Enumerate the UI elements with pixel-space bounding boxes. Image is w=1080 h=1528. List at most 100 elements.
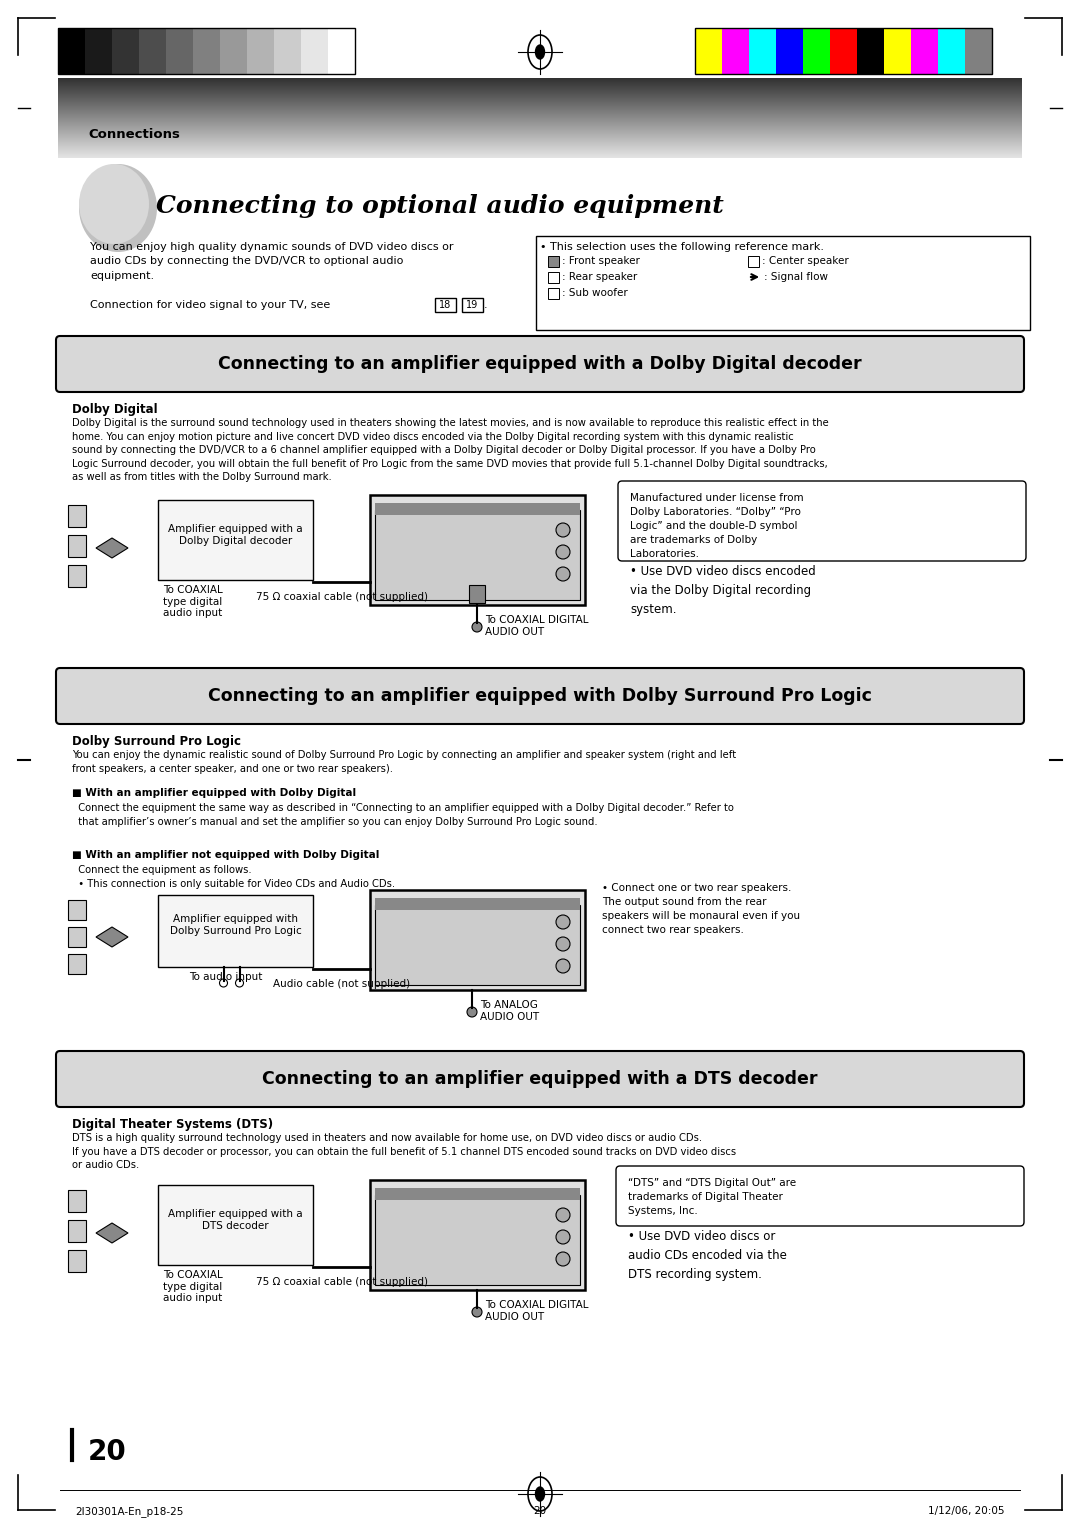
Bar <box>375 1187 580 1199</box>
Text: Connecting to optional audio equipment: Connecting to optional audio equipment <box>156 194 724 219</box>
Text: Connections: Connections <box>87 128 180 142</box>
Text: Amplifier equipped with a
DTS decoder: Amplifier equipped with a DTS decoder <box>168 1209 302 1230</box>
Text: .: . <box>484 299 488 310</box>
Bar <box>696 28 723 73</box>
Bar <box>139 28 166 73</box>
Text: You can enjoy high quality dynamic sounds of DVD video discs or
audio CDs by con: You can enjoy high quality dynamic sound… <box>90 241 454 281</box>
Bar <box>328 28 355 73</box>
Text: Amplifier equipped with
Dolby Surround Pro Logic: Amplifier equipped with Dolby Surround P… <box>170 914 301 935</box>
Text: 20: 20 <box>87 1438 126 1465</box>
Text: DTS is a high quality surround technology used in theaters and now available for: DTS is a high quality surround technolog… <box>72 1132 737 1170</box>
Circle shape <box>472 622 482 633</box>
Circle shape <box>556 1251 570 1267</box>
Bar <box>966 28 993 73</box>
Text: • Connect one or two rear speakers.
The output sound from the rear
speakers will: • Connect one or two rear speakers. The … <box>602 883 800 935</box>
Text: Connection for video signal to your TV, see: Connection for video signal to your TV, … <box>90 299 334 310</box>
Circle shape <box>556 960 570 973</box>
Text: 2I30301A-En_p18-25: 2I30301A-En_p18-25 <box>75 1507 184 1517</box>
Ellipse shape <box>536 1487 544 1500</box>
Text: Connect the equipment as follows.
  • This connection is only suitable for Video: Connect the equipment as follows. • This… <box>72 865 395 889</box>
Bar <box>370 1180 585 1290</box>
Bar <box>68 1219 86 1242</box>
Circle shape <box>556 1209 570 1222</box>
Circle shape <box>235 979 243 987</box>
Bar <box>158 1186 313 1265</box>
Bar <box>68 565 86 587</box>
Text: 20: 20 <box>534 1507 546 1516</box>
Circle shape <box>472 1306 482 1317</box>
Bar <box>58 28 85 73</box>
Text: To COAXIAL
type digital
audio input: To COAXIAL type digital audio input <box>163 585 222 619</box>
Text: 18: 18 <box>438 299 451 310</box>
Text: : Sub woofer: : Sub woofer <box>562 287 627 298</box>
Bar <box>375 905 580 986</box>
Text: • Use DVD video discs encoded
via the Dolby Digital recording
system.: • Use DVD video discs encoded via the Do… <box>630 565 815 616</box>
Bar <box>370 495 585 605</box>
Ellipse shape <box>79 163 149 244</box>
FancyBboxPatch shape <box>56 668 1024 724</box>
Text: “DTS” and “DTS Digital Out” are
trademarks of Digital Theater
Systems, Inc.: “DTS” and “DTS Digital Out” are trademar… <box>627 1178 796 1216</box>
Text: • Use DVD video discs or
audio CDs encoded via the
DTS recording system.: • Use DVD video discs or audio CDs encod… <box>627 1230 787 1280</box>
FancyBboxPatch shape <box>56 336 1024 393</box>
FancyBboxPatch shape <box>56 1051 1024 1106</box>
Circle shape <box>556 545 570 559</box>
Text: ■ With an amplifier equipped with Dolby Digital: ■ With an amplifier equipped with Dolby … <box>72 788 356 798</box>
Text: 1/12/06, 20:05: 1/12/06, 20:05 <box>929 1507 1005 1516</box>
Ellipse shape <box>79 163 157 252</box>
Bar <box>375 510 580 601</box>
Polygon shape <box>96 927 129 947</box>
Circle shape <box>467 1007 477 1018</box>
FancyBboxPatch shape <box>434 298 456 312</box>
Bar <box>548 257 559 267</box>
Bar <box>301 28 328 73</box>
Bar <box>804 28 831 73</box>
Text: Connecting to an amplifier equipped with a Dolby Digital decoder: Connecting to an amplifier equipped with… <box>218 354 862 373</box>
Bar <box>58 28 355 73</box>
Text: 75 Ω coaxial cable (not supplied): 75 Ω coaxial cable (not supplied) <box>256 1277 428 1287</box>
Text: Dolby Surround Pro Logic: Dolby Surround Pro Logic <box>72 735 241 749</box>
Text: To COAXIAL DIGITAL
AUDIO OUT: To COAXIAL DIGITAL AUDIO OUT <box>485 614 589 637</box>
Bar <box>885 28 912 73</box>
Bar <box>912 28 939 73</box>
Text: Dolby Digital is the surround sound technology used in theaters showing the late: Dolby Digital is the surround sound tech… <box>72 419 828 483</box>
FancyBboxPatch shape <box>618 481 1026 561</box>
Text: 75 Ω coaxial cable (not supplied): 75 Ω coaxial cable (not supplied) <box>256 591 428 602</box>
Bar <box>696 28 993 73</box>
Circle shape <box>219 979 228 987</box>
FancyBboxPatch shape <box>616 1166 1024 1225</box>
Bar <box>68 504 86 527</box>
Bar <box>939 28 966 73</box>
Text: Connecting to an amplifier equipped with a DTS decoder: Connecting to an amplifier equipped with… <box>262 1070 818 1088</box>
Bar <box>274 28 301 73</box>
FancyBboxPatch shape <box>536 235 1030 330</box>
Text: Manufactured under license from
Dolby Laboratories. “Dolby” “Pro
Logic” and the : Manufactured under license from Dolby La… <box>630 494 804 559</box>
Polygon shape <box>96 1222 129 1242</box>
Text: Amplifier equipped with a
Dolby Digital decoder: Amplifier equipped with a Dolby Digital … <box>168 524 302 545</box>
Bar <box>158 500 313 581</box>
Text: 19: 19 <box>465 299 478 310</box>
Bar <box>68 1190 86 1212</box>
Bar <box>750 28 777 73</box>
Bar <box>723 28 750 73</box>
Bar <box>85 28 112 73</box>
Bar <box>375 1195 580 1285</box>
Bar <box>858 28 885 73</box>
Text: To COAXIAL DIGITAL
AUDIO OUT: To COAXIAL DIGITAL AUDIO OUT <box>485 1300 589 1322</box>
Ellipse shape <box>536 44 544 60</box>
Bar <box>166 28 193 73</box>
Bar <box>112 28 139 73</box>
Bar <box>777 28 804 73</box>
Bar <box>68 927 86 947</box>
Circle shape <box>556 937 570 950</box>
Text: : Rear speaker: : Rear speaker <box>562 272 637 283</box>
Circle shape <box>556 523 570 536</box>
Circle shape <box>556 1230 570 1244</box>
Bar <box>158 895 313 967</box>
Text: Connect the equipment the same way as described in “Connecting to an amplifier e: Connect the equipment the same way as de… <box>72 804 734 827</box>
Bar <box>68 1250 86 1271</box>
Bar <box>748 257 759 267</box>
Text: Digital Theater Systems (DTS): Digital Theater Systems (DTS) <box>72 1118 273 1131</box>
FancyBboxPatch shape <box>461 298 483 312</box>
Bar <box>68 535 86 558</box>
Text: : Front speaker: : Front speaker <box>562 257 639 266</box>
